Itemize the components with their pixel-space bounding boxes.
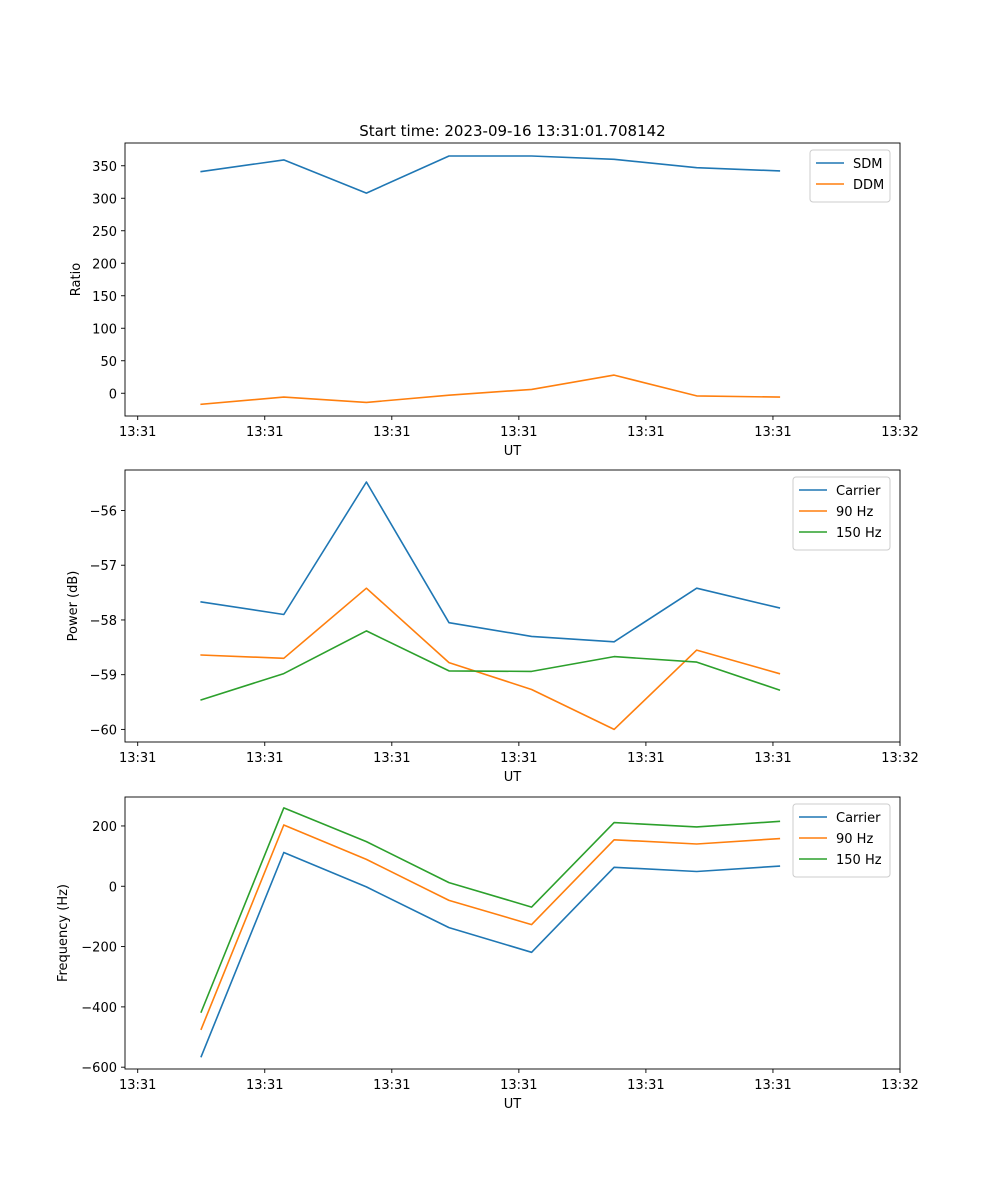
y-tick-label: 300 [92, 192, 117, 207]
chart-panel-3: 13:31 13:31 13:31 13:31 13:31 13:31 13:32 −600 −… [56, 796, 919, 1112]
axes-frame [124, 142, 901, 417]
y-axis-label: Frequency (Hz) [56, 884, 71, 982]
legend-entry-label: 150 Hz [836, 853, 882, 868]
x-tick-label: 13:31 [119, 1078, 156, 1093]
y-tick-label: −56 [90, 504, 117, 519]
x-tick-label: 13:31 [627, 425, 664, 440]
y-tick-label: 50 [100, 355, 117, 370]
axes-frame [124, 796, 901, 1070]
x-tick-label: 13:31 [119, 751, 156, 766]
y-tick-label: −200 [81, 941, 117, 956]
chart-panel-1: 13:31 13:31 13:31 13:31 13:31 13:31 13:32 0 50 10… [69, 142, 919, 459]
x-tick-label: 13:32 [881, 1078, 918, 1093]
x-tick-label: 13:31 [500, 751, 537, 766]
series-line-sdm [200, 155, 781, 194]
y-tick-label: −600 [81, 1061, 117, 1076]
legend-entry-label: Carrier [836, 811, 881, 826]
y-tick-label: −400 [81, 1001, 117, 1016]
legend-entry-label: DDM [853, 178, 884, 193]
axes-frame [124, 469, 901, 743]
y-tick-label: 150 [92, 290, 117, 305]
y-tick-label: 100 [92, 322, 117, 337]
chart-panel-2: 13:31 13:31 13:31 13:31 13:31 13:31 13:32 −60 −5… [66, 469, 919, 785]
y-tick-label: 250 [92, 225, 117, 240]
x-axis-label: UT [504, 770, 522, 785]
legend: SDM DDM [809, 149, 891, 203]
x-tick-label: 13:31 [627, 751, 664, 766]
series-line-150-hz [200, 807, 781, 1014]
y-axis-label: Power (dB) [66, 571, 81, 642]
y-tick-label: 200 [92, 820, 117, 835]
legend-entry-label: 90 Hz [836, 832, 873, 847]
legend: Carrier 90 Hz 150 Hz [792, 803, 891, 878]
x-tick-label: 13:31 [246, 425, 283, 440]
series-line-ddm [200, 374, 781, 406]
x-tick-label: 13:31 [373, 425, 410, 440]
x-tick-label: 13:32 [881, 751, 918, 766]
y-tick-label: −57 [90, 559, 117, 574]
x-tick-label: 13:31 [754, 751, 791, 766]
y-tick-label: −58 [90, 614, 117, 629]
x-tick-label: 13:31 [119, 425, 156, 440]
legend-entry-label: SDM [853, 157, 882, 172]
x-axis-label: UT [504, 1097, 522, 1112]
series-line-150-hz [200, 630, 781, 701]
legend-entry-label: Carrier [836, 484, 881, 499]
figure-title: Start time: 2023-09-16 13:31:01.708142 [359, 122, 665, 140]
x-tick-label: 13:31 [373, 751, 410, 766]
y-tick-label: 350 [92, 160, 117, 175]
legend-entry-label: 150 Hz [836, 526, 882, 541]
x-tick-label: 13:31 [627, 1078, 664, 1093]
y-tick-label: −60 [90, 723, 117, 738]
x-tick-label: 13:31 [500, 1078, 537, 1093]
x-tick-label: 13:31 [500, 425, 537, 440]
x-tick-label: 13:31 [754, 1078, 791, 1093]
x-axis-label: UT [504, 444, 522, 459]
y-tick-label: 0 [109, 880, 117, 895]
chart-panels: 13:31 13:31 13:31 13:31 13:31 13:31 13:32 0 50 10… [56, 142, 919, 1112]
legend: Carrier 90 Hz 150 Hz [792, 476, 891, 551]
series-line-carrier [200, 851, 781, 1058]
x-tick-label: 13:31 [246, 751, 283, 766]
series-line-90-hz [200, 824, 781, 1031]
x-tick-label: 13:32 [881, 425, 918, 440]
x-tick-label: 13:31 [373, 1078, 410, 1093]
x-tick-label: 13:31 [754, 425, 791, 440]
y-tick-label: −59 [90, 669, 117, 684]
x-tick-label: 13:31 [246, 1078, 283, 1093]
series-line-carrier [200, 481, 781, 643]
series-line-90-hz [200, 587, 781, 731]
legend-entry-label: 90 Hz [836, 505, 873, 520]
y-tick-label: 200 [92, 257, 117, 272]
y-tick-label: 0 [109, 387, 117, 402]
y-axis-label: Ratio [69, 263, 84, 296]
